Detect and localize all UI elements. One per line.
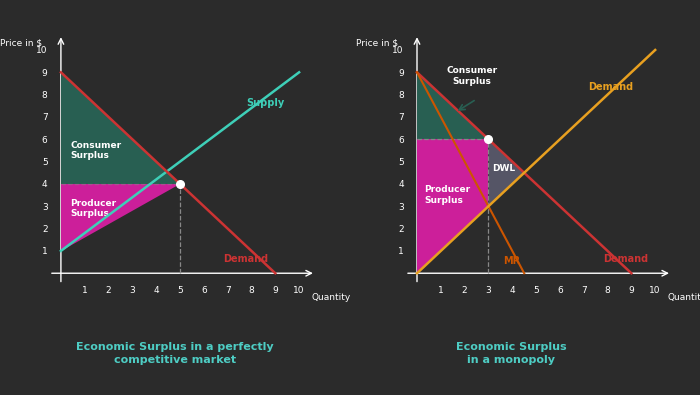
Text: Demand: Demand: [223, 254, 268, 264]
Text: Quantity: Quantity: [667, 293, 700, 302]
Text: Producer
Surplus: Producer Surplus: [71, 199, 117, 218]
Polygon shape: [61, 72, 180, 184]
Text: Price in $: Price in $: [0, 39, 42, 48]
Text: Producer
Surplus: Producer Surplus: [424, 185, 470, 205]
Polygon shape: [489, 139, 524, 206]
Text: Consumer
Surplus: Consumer Surplus: [71, 141, 122, 160]
Text: Demand: Demand: [589, 82, 634, 92]
Text: Economic Surplus
in a monopoly: Economic Surplus in a monopoly: [456, 342, 566, 365]
Text: Demand: Demand: [603, 254, 648, 264]
Text: Consumer
Surplus: Consumer Surplus: [446, 66, 497, 86]
Text: MR: MR: [503, 256, 520, 266]
Polygon shape: [417, 139, 489, 273]
Polygon shape: [61, 184, 180, 251]
Polygon shape: [417, 72, 489, 139]
Text: Economic Surplus in a perfectly
competitive market: Economic Surplus in a perfectly competit…: [76, 342, 274, 365]
Text: DWL: DWL: [492, 164, 515, 173]
Text: Supply: Supply: [246, 98, 285, 108]
Text: Quantity: Quantity: [311, 293, 350, 302]
Text: Price in $: Price in $: [356, 39, 398, 48]
